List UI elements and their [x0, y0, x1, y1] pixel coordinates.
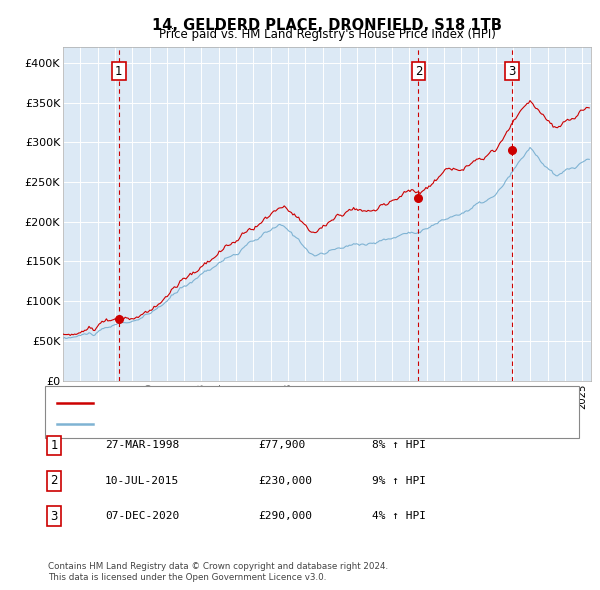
Text: 2: 2 — [50, 474, 58, 487]
Text: 1: 1 — [115, 64, 122, 77]
Text: 14, GELDERD PLACE, DRONFIELD, S18 1TB (detached house): 14, GELDERD PLACE, DRONFIELD, S18 1TB (d… — [99, 398, 433, 408]
Text: 14, GELDERD PLACE, DRONFIELD, S18 1TB: 14, GELDERD PLACE, DRONFIELD, S18 1TB — [152, 18, 502, 32]
Text: Price paid vs. HM Land Registry's House Price Index (HPI): Price paid vs. HM Land Registry's House … — [158, 28, 496, 41]
Text: £77,900: £77,900 — [258, 441, 305, 450]
Text: 07-DEC-2020: 07-DEC-2020 — [105, 512, 179, 521]
Text: 9% ↑ HPI: 9% ↑ HPI — [372, 476, 426, 486]
Text: 10-JUL-2015: 10-JUL-2015 — [105, 476, 179, 486]
Text: 1: 1 — [50, 439, 58, 452]
Text: 3: 3 — [50, 510, 58, 523]
Text: 3: 3 — [508, 64, 515, 77]
Text: 2: 2 — [415, 64, 422, 77]
Text: £230,000: £230,000 — [258, 476, 312, 486]
Text: HPI: Average price, detached house, North East Derbyshire: HPI: Average price, detached house, Nort… — [99, 419, 422, 429]
Text: 27-MAR-1998: 27-MAR-1998 — [105, 441, 179, 450]
Text: This data is licensed under the Open Government Licence v3.0.: This data is licensed under the Open Gov… — [48, 573, 326, 582]
Text: 4% ↑ HPI: 4% ↑ HPI — [372, 512, 426, 521]
Text: £290,000: £290,000 — [258, 512, 312, 521]
Text: 8% ↑ HPI: 8% ↑ HPI — [372, 441, 426, 450]
Text: Contains HM Land Registry data © Crown copyright and database right 2024.: Contains HM Land Registry data © Crown c… — [48, 562, 388, 571]
